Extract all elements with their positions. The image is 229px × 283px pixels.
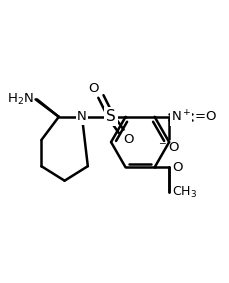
Text: $^-$O: $^-$O — [157, 141, 180, 154]
Text: $\!=\!$O: $\!=\!$O — [194, 110, 217, 123]
Text: O: O — [88, 82, 98, 95]
Text: CH$_3$: CH$_3$ — [171, 185, 196, 200]
Text: S: S — [106, 109, 115, 124]
Text: $\mathrm{H_2N}$: $\mathrm{H_2N}$ — [7, 92, 34, 107]
Text: N$^+$: N$^+$ — [170, 109, 190, 125]
Text: O: O — [171, 161, 182, 174]
Text: N: N — [77, 110, 87, 123]
Text: O: O — [123, 133, 133, 146]
